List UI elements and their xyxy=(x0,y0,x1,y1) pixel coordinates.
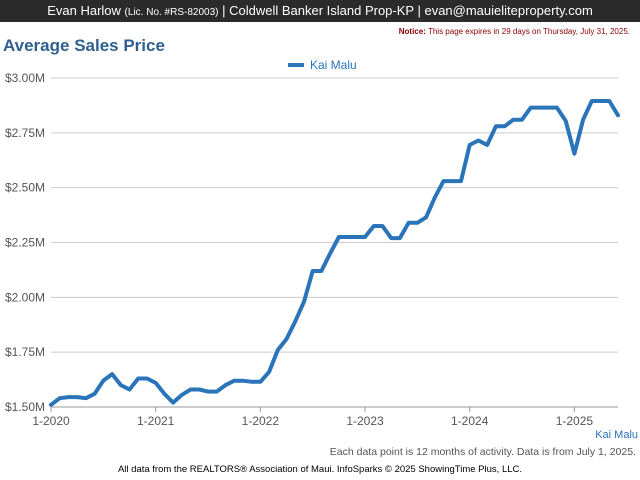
x-tick-label: 1-2025 xyxy=(556,414,594,428)
data-point xyxy=(537,106,541,110)
data-point xyxy=(276,348,280,352)
data-point xyxy=(49,403,53,407)
x-tick-label: 1-2023 xyxy=(346,414,384,428)
data-point xyxy=(197,387,201,391)
license-number: (Lic. No. #RS-82003) xyxy=(124,7,219,18)
data-point xyxy=(372,224,376,228)
notice-label: Notice: xyxy=(398,27,426,36)
data-point xyxy=(450,179,454,183)
data-point xyxy=(223,383,227,387)
data-point xyxy=(572,152,576,156)
data-point xyxy=(119,383,123,387)
data-point xyxy=(171,401,175,405)
legend-label: Kai Malu xyxy=(310,58,357,72)
data-point xyxy=(75,395,79,399)
data-point xyxy=(285,337,289,341)
y-tick-label: $3.00M xyxy=(5,71,45,85)
series-line-kai-malu xyxy=(49,99,620,407)
data-point xyxy=(380,224,384,228)
data-point xyxy=(433,196,437,200)
x-tick-label: 1-2024 xyxy=(451,414,489,428)
expiry-notice: Notice: This page expires in 29 days on … xyxy=(399,27,630,36)
data-point xyxy=(145,376,149,380)
data-point xyxy=(564,119,568,123)
agent-header-bar: Evan Harlow (Lic. No. #RS-82003) | Coldw… xyxy=(0,0,640,22)
y-tick-label: $1.50M xyxy=(5,400,45,414)
x-tick-label: 1-2021 xyxy=(137,414,175,428)
data-point xyxy=(180,393,184,397)
data-point xyxy=(415,221,419,225)
data-point xyxy=(302,300,306,304)
data-point xyxy=(84,396,88,400)
data-point xyxy=(459,179,463,183)
data-point xyxy=(206,390,210,394)
y-tick-label: $2.25M xyxy=(5,236,45,250)
data-footnote: Each data point is 12 months of activity… xyxy=(329,446,636,458)
data-point xyxy=(311,269,315,273)
data-point xyxy=(328,251,332,255)
chart-title: Average Sales Price xyxy=(3,36,165,55)
data-point xyxy=(337,235,341,239)
data-point xyxy=(250,380,254,384)
data-point xyxy=(363,235,367,239)
data-point xyxy=(424,215,428,219)
data-point xyxy=(110,372,114,376)
data-point xyxy=(476,139,480,143)
data-point xyxy=(58,396,62,400)
data-point xyxy=(511,118,515,122)
data-source-credit: All data from the REALTORS® Association … xyxy=(117,464,523,475)
data-point xyxy=(494,124,498,128)
x-tick-label: 1-2020 xyxy=(32,414,70,428)
data-point xyxy=(215,390,219,394)
data-point xyxy=(346,235,350,239)
data-point xyxy=(485,143,489,147)
data-point xyxy=(101,379,105,383)
y-tick-label: $2.00M xyxy=(5,290,45,304)
data-point xyxy=(128,387,132,391)
data-point xyxy=(555,106,559,110)
data-point xyxy=(590,99,594,103)
data-point xyxy=(241,379,245,383)
data-point xyxy=(267,370,271,374)
data-point xyxy=(607,99,611,103)
series-label-bottom: Kai Malu xyxy=(595,429,638,441)
y-tick-label: $1.75M xyxy=(5,345,45,359)
data-point xyxy=(407,221,411,225)
data-point xyxy=(529,106,533,110)
data-point xyxy=(319,269,323,273)
agent-email[interactable]: evan@mauieliteproperty.com xyxy=(424,3,593,18)
data-point xyxy=(66,395,70,399)
data-point xyxy=(599,99,603,103)
data-point xyxy=(546,106,550,110)
data-point xyxy=(520,118,524,122)
data-point xyxy=(468,143,472,147)
data-point xyxy=(162,392,166,396)
data-point xyxy=(258,380,262,384)
data-point xyxy=(442,179,446,183)
agent-name: Evan Harlow xyxy=(47,3,121,18)
data-point xyxy=(616,113,620,117)
data-point xyxy=(232,379,236,383)
data-point xyxy=(189,387,193,391)
brokerage-name: | Coldwell Banker Island Prop-KP | xyxy=(222,3,421,18)
data-point xyxy=(581,118,585,122)
data-point xyxy=(354,235,358,239)
data-point xyxy=(503,124,507,128)
data-point xyxy=(154,381,158,385)
x-tick-label: 1-2022 xyxy=(242,414,280,428)
data-point xyxy=(398,236,402,240)
data-point xyxy=(293,319,297,323)
data-point xyxy=(93,392,97,396)
data-point xyxy=(136,376,140,380)
data-point xyxy=(389,236,393,240)
y-tick-label: $2.50M xyxy=(5,181,45,195)
y-tick-label: $2.75M xyxy=(5,126,45,140)
notice-text: This page expires in 29 days on Thursday… xyxy=(427,27,630,36)
